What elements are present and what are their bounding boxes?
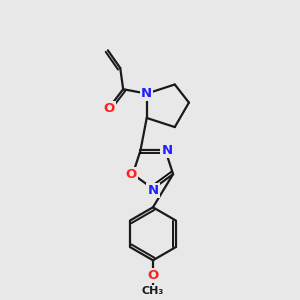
Text: N: N bbox=[141, 87, 152, 100]
Text: O: O bbox=[104, 102, 115, 115]
Text: O: O bbox=[126, 168, 137, 181]
Text: N: N bbox=[161, 144, 172, 157]
Text: N: N bbox=[147, 184, 158, 197]
Text: O: O bbox=[147, 269, 159, 282]
Text: CH₃: CH₃ bbox=[142, 286, 164, 296]
